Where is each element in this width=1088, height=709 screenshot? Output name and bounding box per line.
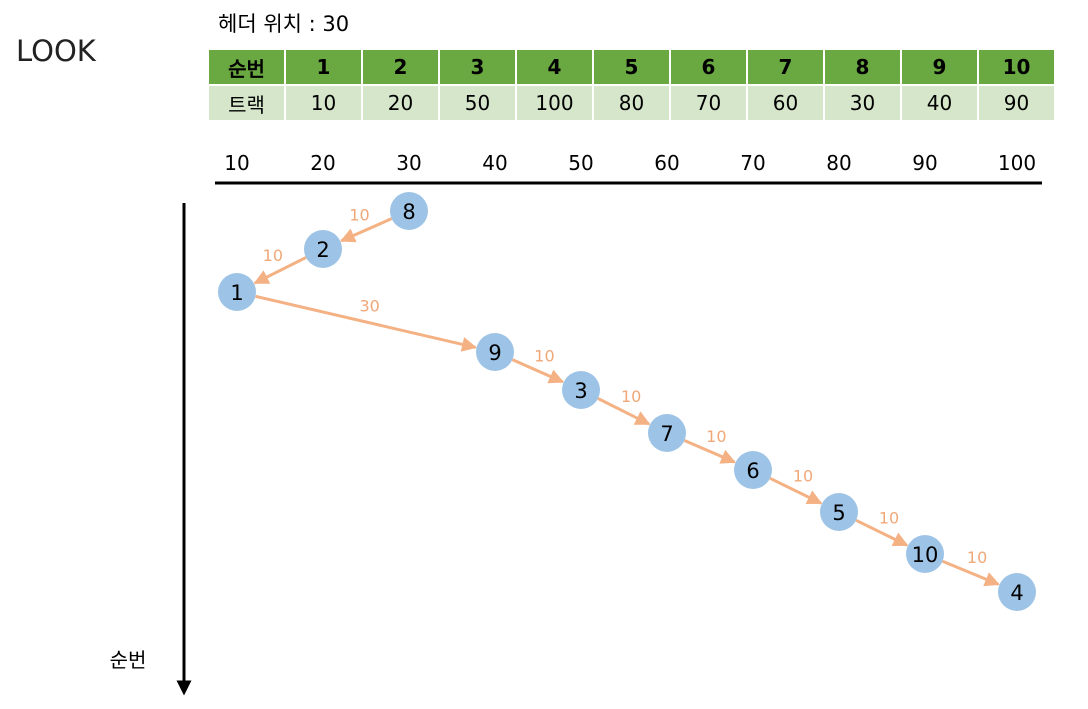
track-tick-label: 30 <box>396 151 421 175</box>
request-node-label: 2 <box>316 238 329 262</box>
order-cell: 2 <box>363 50 438 84</box>
seek-arrow <box>769 476 823 505</box>
track-cell: 50 <box>440 86 515 120</box>
seek-distance-label: 10 <box>793 467 813 486</box>
seek-distance-label: 10 <box>349 205 369 224</box>
seek-arrow <box>597 397 651 426</box>
order-cell: 10 <box>979 50 1054 84</box>
track-tick-label: 70 <box>740 151 765 175</box>
request-node <box>734 451 772 489</box>
track-cell: 20 <box>363 86 438 120</box>
seek-distance-label: 10 <box>263 246 283 265</box>
seek-arrow <box>255 294 477 352</box>
seek-edges: 10 10 30 10 10 10 10 10 10 <box>253 205 1000 587</box>
request-node <box>304 230 342 268</box>
request-node-label: 3 <box>574 379 587 403</box>
request-node-label: 9 <box>488 341 501 365</box>
request-node <box>998 573 1036 611</box>
order-row: 순번 1 2 3 4 5 6 7 8 9 10 <box>209 50 1054 84</box>
track-cell: 60 <box>748 86 823 120</box>
seek-arrow <box>253 256 307 285</box>
seek-distance-label: 10 <box>967 548 987 567</box>
seek-distance-label: 10 <box>879 509 899 528</box>
order-cell: 9 <box>902 50 977 84</box>
request-node-label: 6 <box>746 459 759 483</box>
request-table: 순번 1 2 3 4 5 6 7 8 9 10 트랙 10 20 50 100 … <box>207 48 1056 122</box>
request-node-label: 10 <box>912 543 939 567</box>
request-node-label: 5 <box>832 501 845 525</box>
track-row: 트랙 10 20 50 100 80 70 60 30 40 90 <box>209 86 1054 120</box>
request-node <box>476 333 514 371</box>
order-axis-label: 순번 <box>110 648 147 672</box>
track-cell: 90 <box>979 86 1054 120</box>
seek-arrow <box>683 439 737 464</box>
track-tick-label: 60 <box>654 151 679 175</box>
order-cell: 8 <box>825 50 900 84</box>
track-ticks: 10 20 30 40 50 60 70 80 90 100 <box>224 151 1036 175</box>
seek-distance-label: 10 <box>534 346 554 365</box>
request-node-label: 1 <box>230 281 243 305</box>
seek-nodes: 8 2 1 9 3 7 6 5 10 4 <box>218 192 1036 611</box>
seek-distance-label: 10 <box>621 387 641 406</box>
track-header: 트랙 <box>209 86 284 120</box>
request-node-label: 4 <box>1010 581 1023 605</box>
order-cell: 3 <box>440 50 515 84</box>
track-tick-label: 80 <box>826 151 851 175</box>
request-node <box>648 414 686 452</box>
track-tick-label: 90 <box>912 151 937 175</box>
order-cell: 1 <box>286 50 361 84</box>
order-cell: 6 <box>671 50 746 84</box>
request-node <box>820 493 858 531</box>
order-cell: 4 <box>517 50 592 84</box>
order-cell: 5 <box>594 50 669 84</box>
seek-distance-label: 10 <box>706 427 726 446</box>
head-position: 헤더 위치 : 30 <box>218 12 350 36</box>
order-cell: 7 <box>748 50 823 84</box>
seek-arrow <box>339 217 393 243</box>
seek-distance-label: 30 <box>359 296 379 315</box>
seek-arrow <box>941 559 1000 587</box>
track-cell: 100 <box>517 86 592 120</box>
algorithm-title: LOOK <box>16 34 96 68</box>
request-node-label: 7 <box>660 422 673 446</box>
seek-arrow <box>511 358 565 384</box>
track-tick-label: 100 <box>998 151 1036 175</box>
track-tick-label: 40 <box>482 151 507 175</box>
track-cell: 70 <box>671 86 746 120</box>
request-node-label: 8 <box>402 200 415 224</box>
track-cell: 10 <box>286 86 361 120</box>
track-cell: 30 <box>825 86 900 120</box>
request-node <box>218 273 256 311</box>
track-tick-label: 10 <box>224 151 249 175</box>
order-header: 순번 <box>209 50 284 84</box>
request-node <box>562 371 600 409</box>
track-cell: 40 <box>902 86 977 120</box>
seek-arrow <box>855 518 909 547</box>
request-node <box>906 535 944 573</box>
track-cell: 80 <box>594 86 669 120</box>
track-tick-label: 50 <box>568 151 593 175</box>
track-tick-label: 20 <box>310 151 335 175</box>
request-node <box>390 192 428 230</box>
